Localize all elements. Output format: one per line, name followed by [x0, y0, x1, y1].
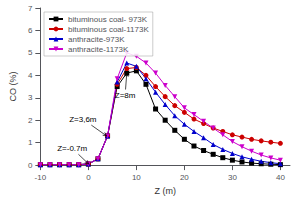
svg-text:6: 6: [28, 26, 33, 35]
svg-text:Z=3,6m: Z=3,6m: [69, 115, 97, 124]
svg-text:Z=-0.7m: Z=-0.7m: [57, 144, 87, 153]
svg-text:-10: -10: [35, 173, 47, 182]
svg-text:Z=8m: Z=8m: [115, 91, 136, 100]
svg-text:bituminous coal- 973K: bituminous coal- 973K: [68, 15, 148, 24]
svg-text:Z (m): Z (m): [154, 186, 176, 196]
svg-text:5: 5: [28, 48, 33, 57]
svg-text:20: 20: [180, 173, 189, 182]
svg-text:30: 30: [228, 173, 237, 182]
svg-text:anthracite-973K: anthracite-973K: [68, 35, 125, 44]
svg-text:3: 3: [28, 93, 33, 102]
svg-text:40: 40: [276, 173, 285, 182]
svg-text:bituminous coal-1173K: bituminous coal-1173K: [68, 25, 149, 34]
svg-text:0: 0: [28, 161, 33, 170]
svg-text:CO (%): CO (%): [8, 72, 18, 102]
svg-text:10: 10: [132, 173, 141, 182]
svg-text:anthracite-1173K: anthracite-1173K: [68, 45, 129, 54]
svg-text:1: 1: [28, 138, 33, 147]
svg-text:2: 2: [28, 116, 33, 125]
svg-text:0: 0: [86, 173, 91, 182]
svg-text:4: 4: [28, 71, 33, 80]
svg-text:7: 7: [28, 4, 33, 13]
